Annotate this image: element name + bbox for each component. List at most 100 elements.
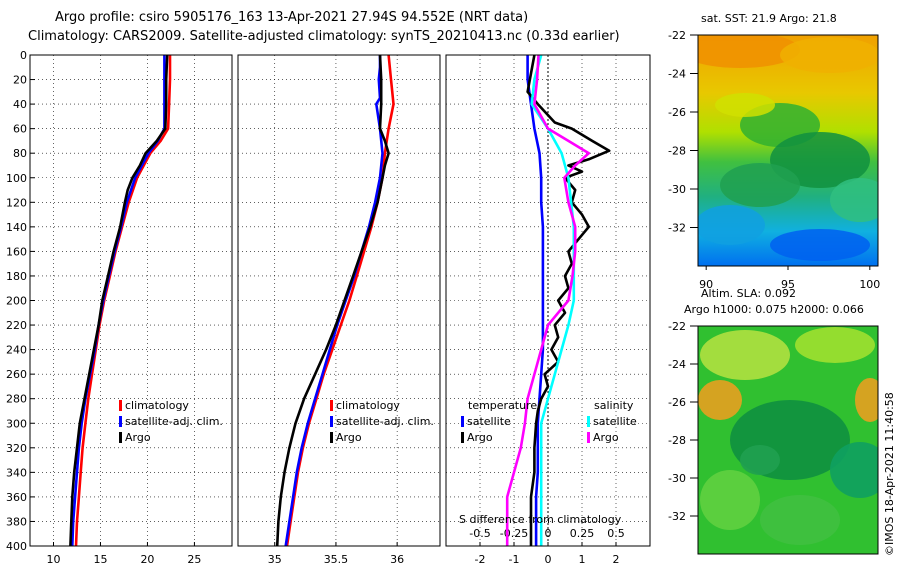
- legend-swatch-climatology: [119, 400, 122, 411]
- y-tick-label: -26: [668, 106, 686, 119]
- difference-legend: temperature satellite Argo salinity sate…: [461, 399, 637, 444]
- sla-patch: [830, 442, 878, 498]
- sla-patch: [698, 380, 742, 420]
- y-tick-label: -24: [668, 68, 686, 81]
- series-line-temperature-argo: [526, 54, 611, 546]
- top-x-tick-label: 0: [545, 527, 552, 540]
- top-x-tick-label: -0.5: [469, 527, 490, 540]
- sla-map-subtitle: Argo h1000: 0.075 h2000: 0.066: [684, 303, 864, 316]
- y-tick-label: -30: [668, 472, 686, 485]
- y-tick-label: 160: [6, 245, 27, 258]
- legend-sal-satellite: satellite: [593, 415, 637, 428]
- series-line-salinity-satellite: [530, 54, 576, 546]
- difference-panel: -2 -1 0 1 2 -0.5 -0.25 0 0.25 0.5: [445, 54, 651, 566]
- legend-temperature-title: temperature: [468, 399, 537, 412]
- y-tick-label: -32: [668, 510, 686, 523]
- sla-map-features: [698, 327, 878, 545]
- temperature-legend: climatology satellite-adj. clim. Argo: [119, 399, 223, 444]
- y-tick-label: 300: [6, 417, 27, 430]
- legend-swatch-climatology: [330, 400, 333, 411]
- x-tick-label: 35.5: [324, 553, 349, 566]
- legend-swatch-argo: [119, 432, 122, 443]
- y-tick-label: 320: [6, 442, 27, 455]
- y-tick-label: 0: [20, 49, 27, 62]
- y-tick-label: 20: [13, 74, 27, 87]
- y-tick-label: 360: [6, 491, 27, 504]
- y-tick-label: -28: [668, 434, 686, 447]
- y-tick-label: 120: [6, 196, 27, 209]
- y-tick-label: 220: [6, 319, 27, 332]
- legend-swatch-temp-satellite: [461, 416, 464, 427]
- depth-axis: 0 20 40 60 80 100 120 140 160 180 200 220 240 260 280 3…: [6, 49, 35, 553]
- sst-map-features: [698, 35, 878, 261]
- legend-swatch-satellite: [330, 416, 333, 427]
- y-tick-label: 200: [6, 295, 27, 308]
- sst-map-title: sat. SST: 21.9 Argo: 21.8: [701, 12, 837, 25]
- sla-patch: [740, 445, 780, 475]
- y-tick-label: 100: [6, 172, 27, 185]
- title-line-1: Argo profile: csiro 5905176_163 13-Apr-2…: [55, 10, 528, 25]
- x-tick-label: 90: [699, 278, 713, 291]
- legend-argo: Argo: [125, 431, 151, 444]
- x-tick-label: 25: [187, 553, 201, 566]
- series-line-temperature-satellite: [526, 55, 545, 546]
- legend-swatch-sal-argo: [587, 432, 590, 443]
- title-line-2: Climatology: CARS2009. Satellite-adjuste…: [28, 29, 620, 44]
- legend-swatch-argo: [330, 432, 333, 443]
- series-line-argo: [275, 54, 390, 547]
- salinity-panel: 35 35.5 36: [237, 54, 441, 566]
- legend-climatology: climatology: [336, 399, 400, 412]
- sst-patch: [698, 35, 800, 68]
- y-tick-label: -22: [668, 29, 686, 42]
- x-tick-label: 95: [781, 278, 795, 291]
- y-tick-label: 60: [13, 123, 27, 136]
- y-tick-label: -32: [668, 222, 686, 235]
- legend-salinity-title: salinity: [594, 399, 634, 412]
- legend-temp-satellite: satellite: [467, 415, 511, 428]
- x-tick-label: 10: [46, 553, 60, 566]
- x-tick-label: 0: [545, 553, 552, 566]
- x-tick-label: 2: [613, 553, 620, 566]
- x-tick-label: 20: [140, 553, 154, 566]
- legend-swatch-sal-satellite: [587, 416, 590, 427]
- y-tick-label: 280: [6, 393, 27, 406]
- y-tick-label: 140: [6, 221, 27, 234]
- y-tick-label: 180: [6, 270, 27, 283]
- legend-temp-argo: Argo: [467, 431, 493, 444]
- x-tick-label: 36: [390, 553, 404, 566]
- y-tick-label: -26: [668, 396, 686, 409]
- y-tick-label: 40: [13, 98, 27, 111]
- y-tick-label: 340: [6, 466, 27, 479]
- sst-patch: [830, 178, 878, 222]
- sst-map: sat. SST: 21.9 Argo: 21.8 -22 -24 -26 -28 -3…: [668, 12, 880, 291]
- legend-swatch-satellite: [119, 416, 122, 427]
- x-tick-label: 15: [93, 553, 107, 566]
- sst-patch: [780, 37, 878, 73]
- sst-patch: [715, 93, 775, 117]
- y-tick-label: -28: [668, 145, 686, 158]
- sla-map-axes: -22 -24 -26 -28 -30 -32: [668, 320, 698, 523]
- y-tick-label: 380: [6, 515, 27, 528]
- sla-patch: [855, 378, 878, 422]
- temperature-panel: 10 15 20 25: [29, 54, 233, 566]
- x-tick-label: 100: [859, 278, 880, 291]
- sla-patch: [700, 330, 790, 380]
- x-tick-label: -2: [475, 553, 486, 566]
- x-tick-label: -1: [509, 553, 520, 566]
- sst-patch: [698, 205, 765, 245]
- y-tick-label: 240: [6, 344, 27, 357]
- legend-satellite: satellite-adj. clim.: [125, 415, 223, 428]
- sla-patch: [700, 470, 760, 530]
- sla-patch: [760, 495, 840, 545]
- sla-map-title: Altim. SLA: 0.092: [701, 287, 796, 300]
- top-x-tick-label: 0.25: [570, 527, 595, 540]
- y-tick-label: -22: [668, 320, 686, 333]
- x-tick-label: 1: [579, 553, 586, 566]
- y-tick-label: -30: [668, 183, 686, 196]
- y-tick-label: -24: [668, 358, 686, 371]
- y-tick-label: 260: [6, 368, 27, 381]
- legend-climatology: climatology: [125, 399, 189, 412]
- plot-frame: [237, 54, 441, 547]
- sst-patch: [770, 132, 870, 188]
